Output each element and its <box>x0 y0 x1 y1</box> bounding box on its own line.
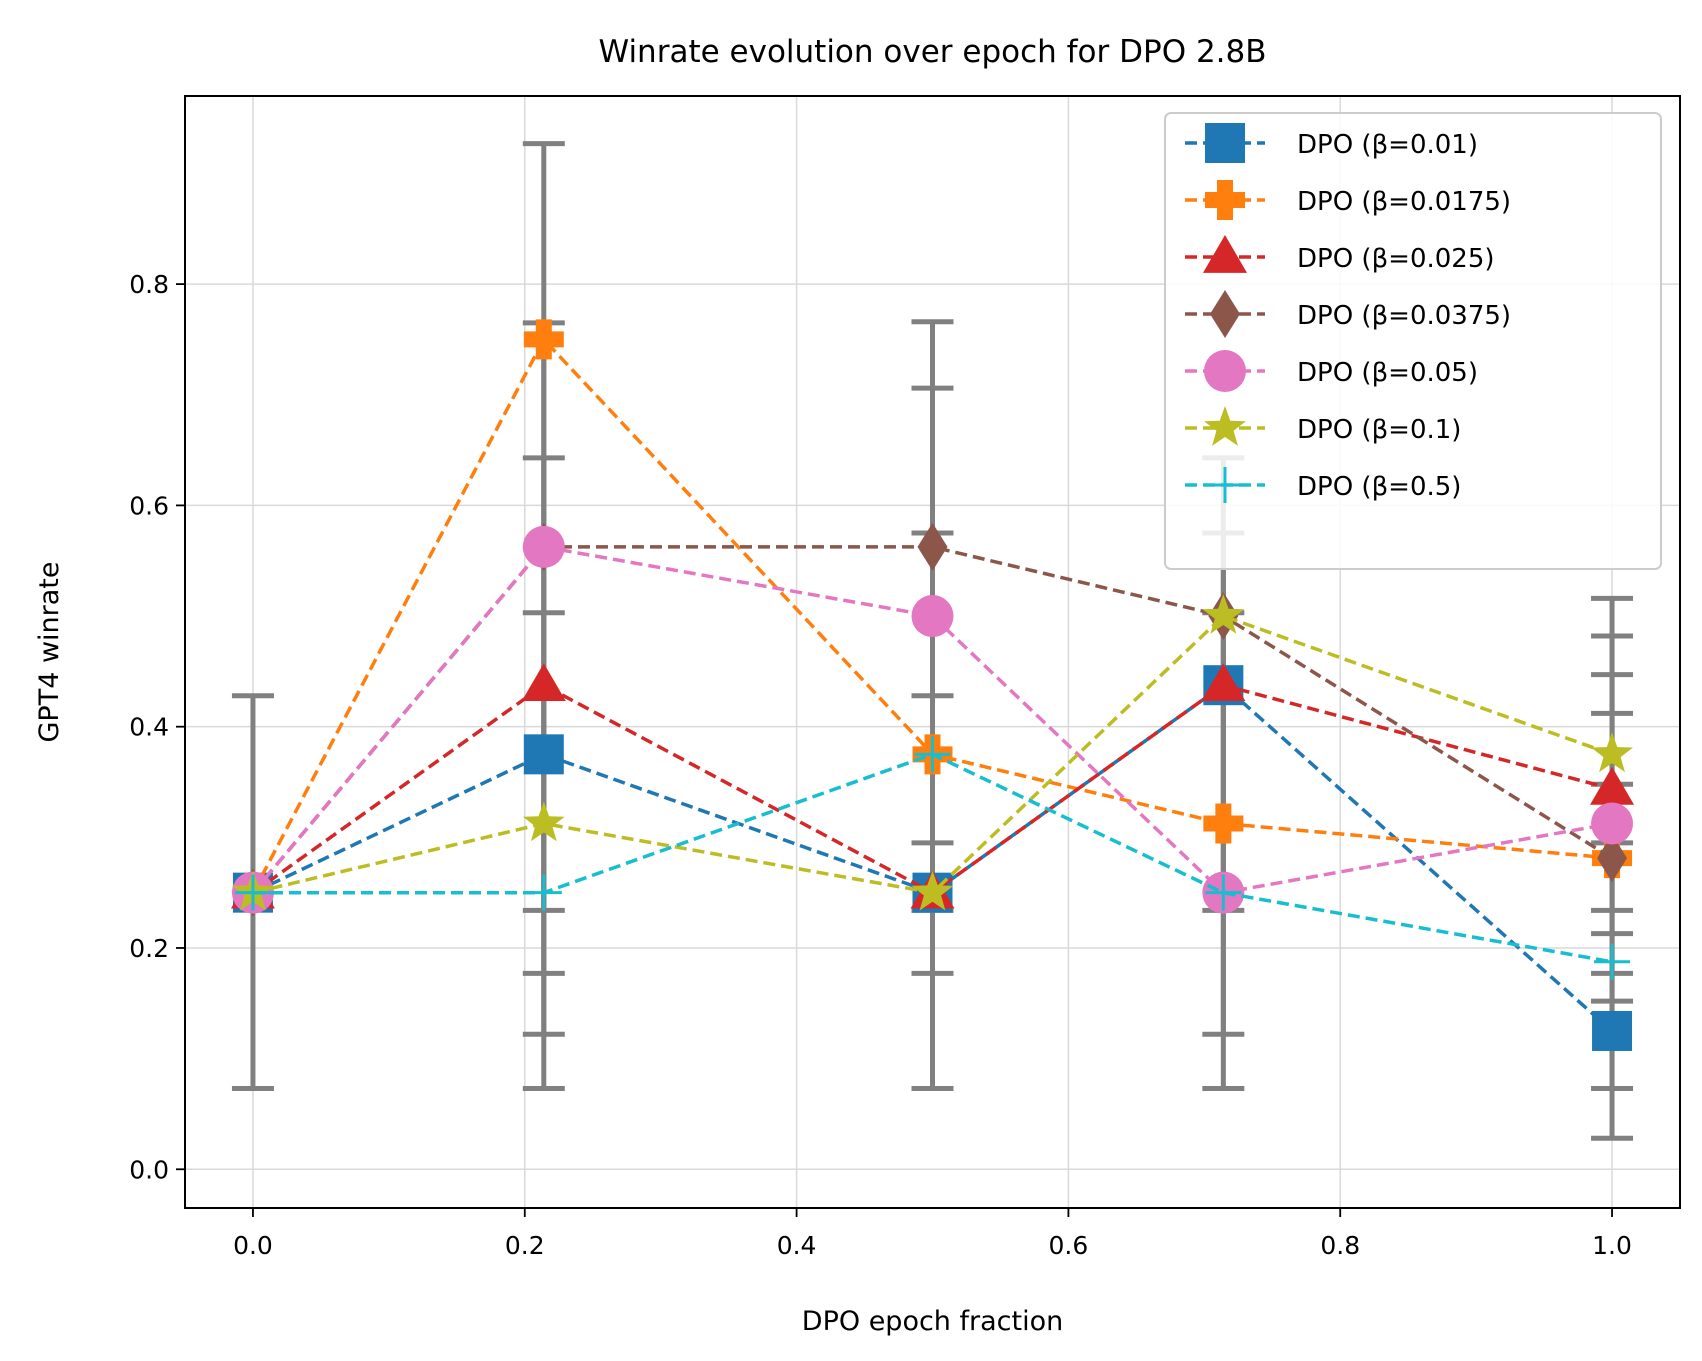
legend-item: DPO (β=0.5) <box>1185 467 1461 503</box>
legend-item: DPO (β=0.0175) <box>1185 180 1511 220</box>
data-point-marker <box>1592 1010 1633 1051</box>
data-point-marker <box>523 734 564 775</box>
data-point-marker <box>914 736 951 773</box>
x-tick-label: 1.0 <box>1592 1231 1632 1260</box>
data-point-marker <box>911 870 954 911</box>
data-point-marker <box>1203 235 1247 273</box>
y-axis-label: GPT4 winrate <box>34 562 65 743</box>
x-tick-label: 0.2 <box>505 1231 545 1260</box>
data-point-marker <box>522 525 565 568</box>
data-point-marker <box>522 801 565 842</box>
data-point-marker <box>1597 834 1628 883</box>
legend-item: DPO (β=0.05) <box>1185 350 1478 392</box>
data-point-marker <box>1591 802 1634 845</box>
legend-label: DPO (β=0.0375) <box>1297 301 1511 331</box>
data-point-marker <box>1205 180 1245 220</box>
data-point-marker <box>1201 663 1246 702</box>
data-point-marker <box>525 874 562 911</box>
legend-label: DPO (β=0.5) <box>1297 472 1461 502</box>
legend-item: DPO (β=0.1) <box>1185 406 1461 446</box>
legend-label: DPO (β=0.05) <box>1297 358 1478 388</box>
series-line <box>252 682 1614 1033</box>
y-tick-label: 0.2 <box>129 934 169 963</box>
series-group <box>234 736 1631 980</box>
legend-label: DPO (β=0.1) <box>1297 415 1461 445</box>
data-point-marker <box>917 522 948 571</box>
y-tick-label: 0.4 <box>129 713 169 742</box>
data-point-marker <box>1205 874 1242 911</box>
x-axis-label: DPO epoch fraction <box>802 1306 1063 1337</box>
data-point-marker <box>1203 803 1244 844</box>
legend-item: DPO (β=0.01) <box>1185 123 1478 163</box>
data-point-marker <box>911 595 954 638</box>
y-tick-label: 0.6 <box>129 491 169 520</box>
legend-label: DPO (β=0.01) <box>1297 130 1478 160</box>
data-point-marker <box>1204 406 1246 446</box>
y-tick-label: 0.0 <box>129 1155 169 1184</box>
legend-label: DPO (β=0.0175) <box>1297 187 1511 217</box>
x-tick-label: 0.6 <box>1049 1231 1089 1260</box>
data-point-marker <box>1202 594 1245 634</box>
data-point-marker <box>521 663 566 702</box>
data-point-marker <box>1594 943 1631 980</box>
chart-title: Winrate evolution over epoch for DPO 2.8… <box>598 34 1266 70</box>
legend: DPO (β=0.01) DPO (β=0.0175) DPO (β=0.025) D… <box>1164 112 1662 570</box>
series-lines <box>230 319 1635 1051</box>
data-point-marker <box>234 874 271 911</box>
legend-item: DPO (β=0.025) <box>1185 235 1495 274</box>
legend-box <box>1164 112 1662 570</box>
axis-ticks: 0.0 0.2 0.4 0.6 0.8 1.0 0.0 0.2 0.4 0.6 0.8 <box>129 270 1632 1260</box>
y-tick-label: 0.8 <box>129 270 169 299</box>
plot-area-frame <box>184 95 1681 1209</box>
x-tick-label: 0.0 <box>233 1231 273 1260</box>
data-point-marker <box>1590 766 1635 805</box>
x-tick-label: 0.8 <box>1320 1231 1360 1260</box>
legend-label: DPO (β=0.025) <box>1297 244 1495 274</box>
data-point-marker <box>1204 350 1246 392</box>
data-point-marker <box>1591 732 1633 773</box>
data-point-marker <box>1205 123 1245 163</box>
data-point-marker <box>1207 467 1243 503</box>
data-point-marker <box>1210 290 1240 338</box>
data-point-marker <box>523 319 564 360</box>
x-tick-label: 0.4 <box>777 1231 817 1260</box>
legend-item: DPO (β=0.0375) <box>1185 290 1511 338</box>
